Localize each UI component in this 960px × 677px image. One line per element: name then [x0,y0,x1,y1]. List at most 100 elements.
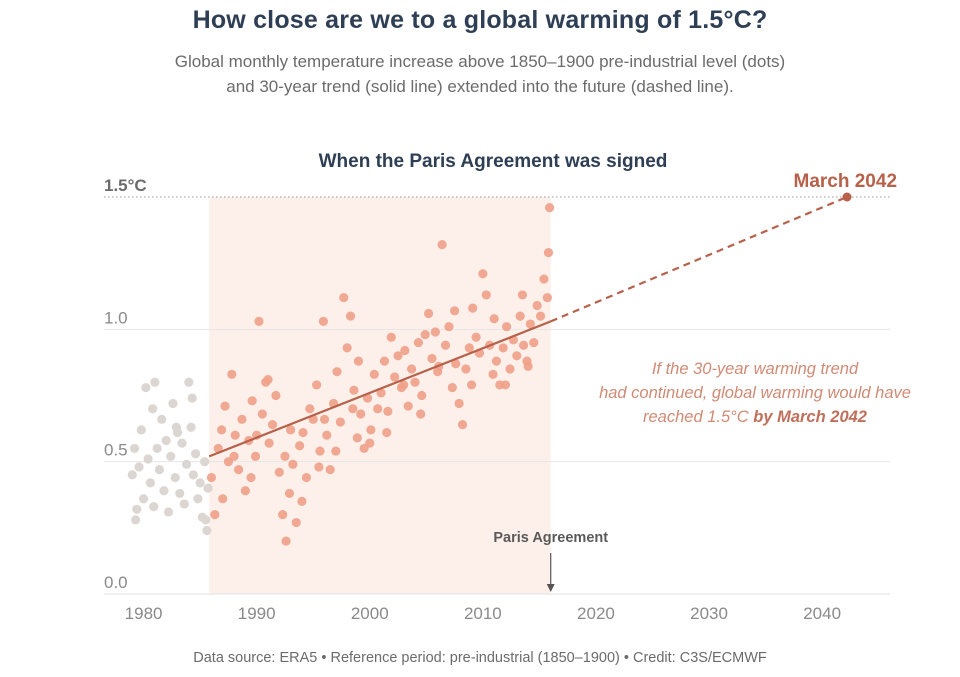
data-point [417,390,427,401]
data-point [202,525,212,536]
data-point [416,409,426,419]
data-point [383,406,393,416]
data-point [246,472,256,483]
annotation-line-3-prefix: reached 1.5°C [643,408,753,426]
data-point [312,380,322,390]
y-tick-label: 1.0 [104,308,128,327]
data-point [433,367,443,377]
data-point [390,372,400,382]
data-point [131,515,141,525]
data-point [247,396,257,406]
x-axis-ticks: 1980 1990 2000 2010 2020 2030 2040 [125,604,841,623]
data-point [322,430,332,440]
data-point [331,446,341,456]
data-point [305,404,315,414]
data-point [166,451,176,461]
data-point [157,414,167,424]
data-point [152,443,162,454]
data-point [517,290,528,300]
data-point [427,353,437,364]
x-tick-label: 2020 [577,604,615,623]
data-point [132,504,142,514]
data-point [291,517,301,528]
data-point [542,292,552,303]
annotation-line-3-bold: by March 2042 [753,408,867,426]
data-point [356,409,366,419]
data-point [301,472,312,483]
trend-extension-line [550,195,848,323]
data-point [488,369,498,379]
data-point [264,438,274,448]
y-tick-label: 0.0 [104,573,128,592]
y-tick-label: 0.5 [104,441,128,460]
data-point [163,507,174,517]
data-point [468,303,478,313]
data-source-footer: Data source: ERA5 • Reference period: pr… [193,650,767,666]
early-dots [127,377,213,536]
data-point [314,462,324,472]
data-point [529,337,539,348]
data-point [319,414,330,424]
data-point [298,427,308,438]
data-point [543,247,554,258]
data-point [206,472,217,483]
data-point [348,404,358,414]
trend-period-dots [206,202,555,546]
data-point [335,417,345,427]
data-point [127,470,137,480]
data-point [154,465,165,475]
data-point [386,332,396,342]
data-point [148,404,158,414]
trend-line [208,320,552,458]
y-tick-label: 1.5°C [104,176,147,195]
data-point [505,364,515,374]
data-point [403,401,413,411]
data-point [188,470,198,480]
data-point [498,343,508,353]
highlight-period-label: When the Paris Agreement was signed [319,151,668,172]
data-point [145,478,155,488]
data-point [437,240,447,250]
data-point [466,380,477,390]
x-tick-label: 2010 [464,604,502,623]
data-point [449,306,460,316]
data-point [175,488,185,499]
data-point [271,390,281,401]
data-point [218,494,228,504]
data-point [274,467,284,477]
data-point [365,438,375,448]
data-point [161,435,171,446]
data-point [353,356,364,366]
data-point [143,454,153,464]
data-point [141,382,151,393]
data-point [342,343,352,353]
target-point [842,192,852,202]
data-point [297,496,307,506]
data-point [179,499,189,509]
data-point [210,509,220,520]
data-point [447,382,457,393]
data-point [318,316,329,326]
data-point [195,478,205,488]
data-point [186,422,196,432]
data-point [193,494,203,504]
data-point [136,425,146,435]
data-point [281,536,291,546]
data-point [229,451,239,461]
data-point [159,486,169,496]
data-point [150,377,160,387]
data-point [220,401,230,411]
x-tick-label: 2030 [690,604,728,623]
data-point [170,472,180,483]
data-point [512,351,522,361]
chart-subtitle: Global monthly temperature increase abov… [0,49,960,99]
data-point [349,385,359,395]
paris-agreement-label: Paris Agreement [493,530,608,546]
annotation-line-3: reached 1.5°C by March 2042 [643,408,867,426]
data-point [532,300,542,311]
data-point [315,446,325,456]
data-point [339,292,349,303]
data-point [203,483,213,493]
data-point [230,430,240,440]
data-point [295,441,305,451]
